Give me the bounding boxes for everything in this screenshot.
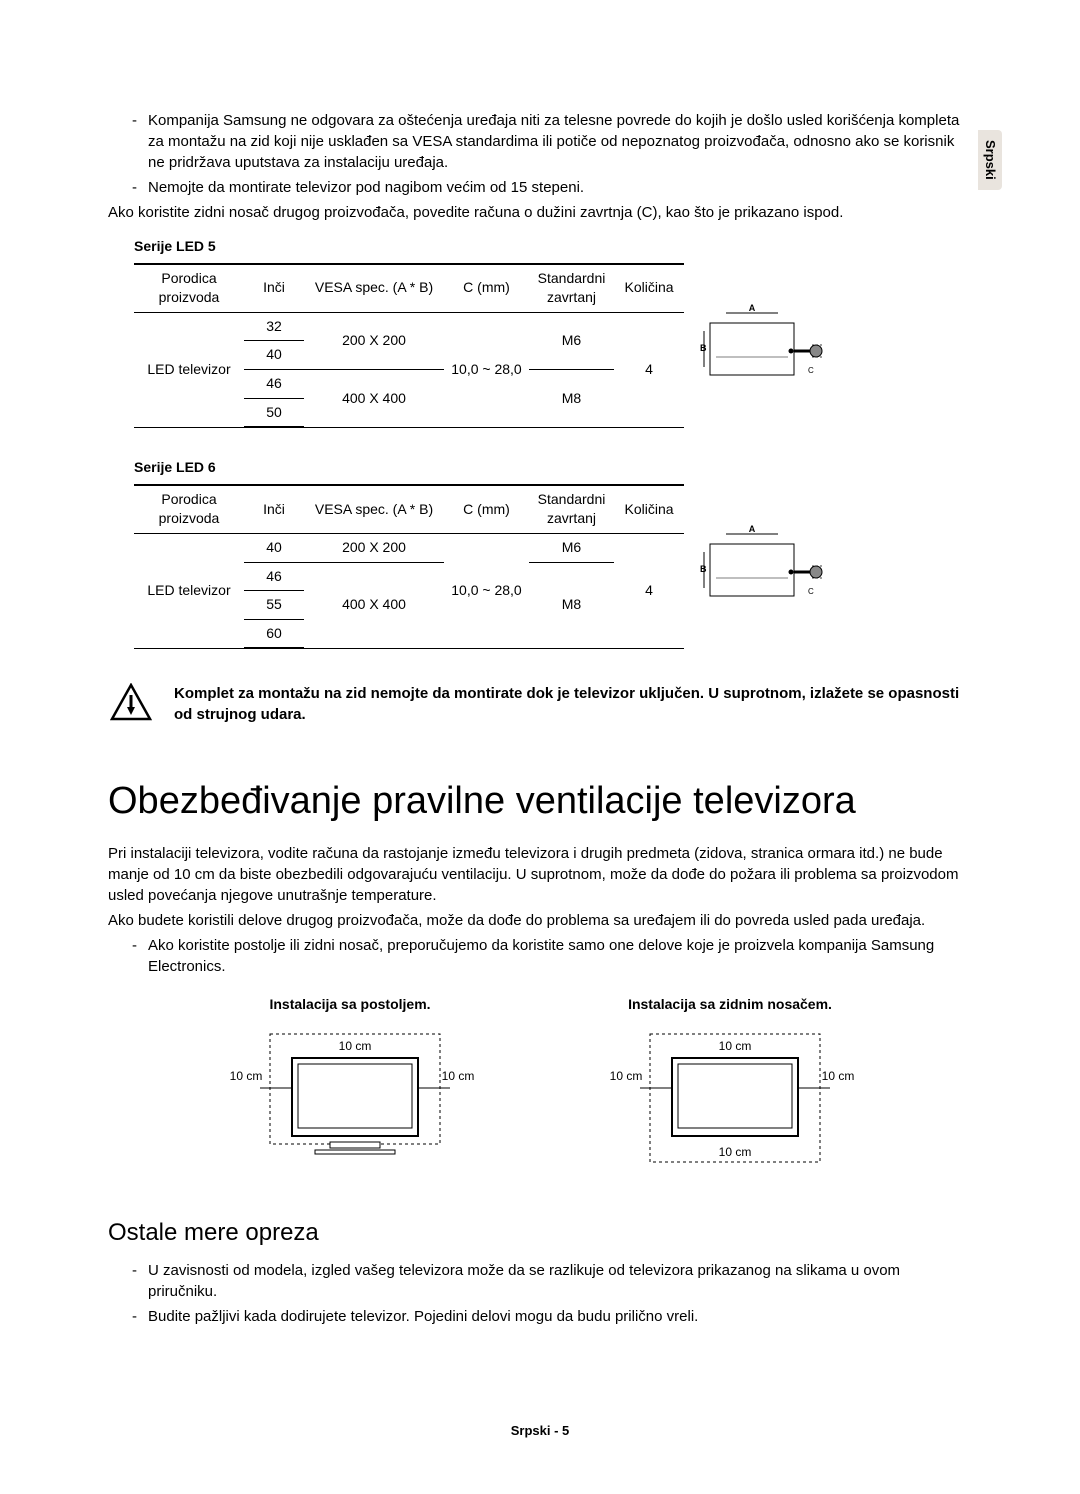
th: C (mm) [444,264,529,313]
th: Standardni zavrtanj [529,264,614,313]
th: Inči [244,485,304,534]
install-stand-title: Instalacija sa postoljem. [220,995,480,1015]
svg-text:A: A [749,303,756,313]
warning-icon [110,683,152,721]
paragraph: Pri instalaciji televizora, vodite račun… [108,843,972,906]
vesa-bracket-diagram: A B C [696,303,826,388]
th: Inči [244,264,304,313]
td: 40 [244,341,304,370]
bullet-item: - Nemojte da montirate televizor pod nag… [128,177,972,198]
svg-text:10 cm: 10 cm [719,1145,752,1159]
svg-text:10 cm: 10 cm [610,1069,643,1083]
svg-text:A: A [749,524,756,534]
td: 4 [614,312,684,427]
td: LED televizor [134,312,244,427]
bullet-item: - Kompanija Samsung ne odgovara za ošteć… [128,110,972,173]
th: VESA spec. (A * B) [304,485,444,534]
td: 40 [244,533,304,562]
bullet-text: Nemojte da montirate televizor pod nagib… [148,177,584,198]
svg-text:10 cm: 10 cm [442,1069,475,1083]
svg-text:B: B [700,564,707,574]
vesa-table-6: Porodica proizvoda Inči VESA spec. (A * … [134,484,684,650]
svg-text:10 cm: 10 cm [339,1039,372,1053]
th: Količina [614,485,684,534]
th: Količina [614,264,684,313]
th: C (mm) [444,485,529,534]
series5-label: Serije LED 5 [134,237,972,257]
td: 32 [244,312,304,341]
bullet-item: - Budite pažljivi kada dodirujete televi… [128,1306,972,1327]
svg-text:C: C [808,366,814,375]
th: Standardni zavrtanj [529,485,614,534]
td: M6 [529,533,614,562]
install-wall-title: Instalacija sa zidnim nosačem. [600,995,860,1015]
td: 60 [244,619,304,648]
th: Porodica proizvoda [134,264,244,313]
heading-ventilation: Obezbeđivanje pravilne ventilacije telev… [108,775,972,828]
bullet-item: - U zavisnosti od modela, izgled vašeg t… [128,1260,972,1302]
td: 55 [244,591,304,620]
td: 4 [614,533,684,648]
warning-text: Komplet za montažu na zid nemojte da mon… [174,683,972,725]
bullet-item: - Ako koristite postolje ili zidni nosač… [128,935,972,977]
paragraph: Ako koristite zidni nosač drugog proizvo… [108,202,972,223]
series6-label: Serije LED 6 [134,458,972,478]
bullet-text: Budite pažljivi kada dodirujete televizo… [148,1306,698,1327]
td: 200 X 200 [304,312,444,369]
td: M6 [529,312,614,369]
th: VESA spec. (A * B) [304,264,444,313]
page-footer: Srpski - 5 [0,1422,1080,1440]
language-tab: Srpski [978,130,1002,190]
bullet-text: U zavisnosti od modela, izgled vašeg tel… [148,1260,972,1302]
svg-text:10 cm: 10 cm [719,1039,752,1053]
th: Porodica proizvoda [134,485,244,534]
bullet-text: Ako koristite postolje ili zidni nosač, … [148,935,972,977]
td: LED televizor [134,533,244,648]
vesa-table-5: Porodica proizvoda Inči VESA spec. (A * … [134,263,684,429]
dash: - [128,935,148,977]
heading-other-precautions: Ostale mere opreza [108,1216,972,1250]
td: 400 X 400 [304,369,444,427]
dash: - [128,177,148,198]
svg-text:C: C [808,587,814,596]
td: 10,0 ~ 28,0 [444,312,529,427]
svg-text:10 cm: 10 cm [230,1069,263,1083]
bullet-text: Kompanija Samsung ne odgovara za oštećen… [148,110,972,173]
tv-wall-diagram: 10 cm 10 cm 10 cm 10 cm [600,1022,860,1172]
td: 50 [244,398,304,427]
td: 46 [244,369,304,398]
vesa-bracket-diagram: A B C [696,524,826,609]
td: M8 [529,369,614,427]
dash: - [128,1260,148,1302]
td: 10,0 ~ 28,0 [444,533,529,648]
td: 200 X 200 [304,533,444,562]
svg-text:10 cm: 10 cm [822,1069,855,1083]
td: 46 [244,562,304,591]
td: 400 X 400 [304,562,444,648]
dash: - [128,110,148,173]
tv-stand-diagram: 10 cm 10 cm 10 cm [220,1022,480,1172]
td: M8 [529,562,614,648]
dash: - [128,1306,148,1327]
svg-text:B: B [700,343,707,353]
paragraph: Ako budete koristili delove drugog proiz… [108,910,972,931]
